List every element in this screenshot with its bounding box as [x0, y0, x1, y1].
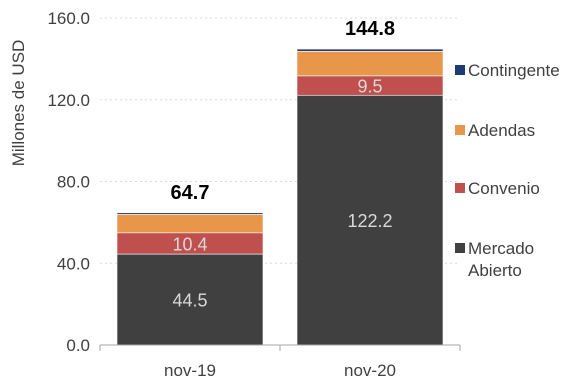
total-label: 64.7	[171, 182, 210, 204]
y-tick-label: 40.0	[57, 254, 90, 273]
data-label: 10.4	[172, 234, 207, 254]
y-tick-label: 0.0	[66, 336, 90, 355]
data-label: 9.5	[357, 77, 382, 97]
legend-label-line: Mercado	[468, 239, 534, 258]
legend-label: Contingente	[468, 61, 560, 80]
bars: 44.5 10.4 64.7 122.2 9.5 144.8	[116, 18, 444, 346]
x-axis: nov-19 nov-20	[99, 344, 461, 380]
bar-segment	[116, 253, 264, 346]
x-tick-label: nov-19	[164, 361, 216, 380]
legend-swatch	[455, 183, 465, 193]
legend-label: Adendas	[468, 121, 535, 140]
bar-segment	[296, 51, 444, 77]
bar-segment	[296, 48, 444, 52]
legend: Contingente Adendas Convenio Mercado Abierto	[455, 61, 560, 280]
data-label: 122.2	[347, 211, 392, 231]
legend-label-line: Contingente	[468, 61, 560, 80]
y-tick-label: 160.0	[47, 9, 90, 28]
legend-label-line: Abierto	[468, 261, 522, 280]
legend-label: Convenio	[468, 179, 540, 198]
legend-swatch	[455, 243, 465, 253]
bar-segment	[296, 94, 444, 346]
y-axis-ticks: 0.0 40.0 80.0 120.0 160.0	[47, 9, 90, 355]
legend-label-line: Adendas	[468, 121, 535, 140]
y-tick-label: 80.0	[57, 173, 90, 192]
legend-label: Mercado Abierto	[468, 239, 534, 280]
bar-segment	[116, 212, 264, 215]
legend-swatch	[455, 65, 465, 75]
legend-swatch	[455, 125, 465, 135]
total-label: 144.8	[345, 18, 395, 40]
legend-label-line: Convenio	[468, 179, 540, 198]
data-label: 44.5	[172, 291, 207, 311]
x-tick-label: nov-20	[344, 361, 396, 380]
bar-segment	[116, 214, 264, 234]
y-tick-label: 120.0	[47, 91, 90, 110]
y-axis-label: Millones de USD	[9, 40, 28, 167]
